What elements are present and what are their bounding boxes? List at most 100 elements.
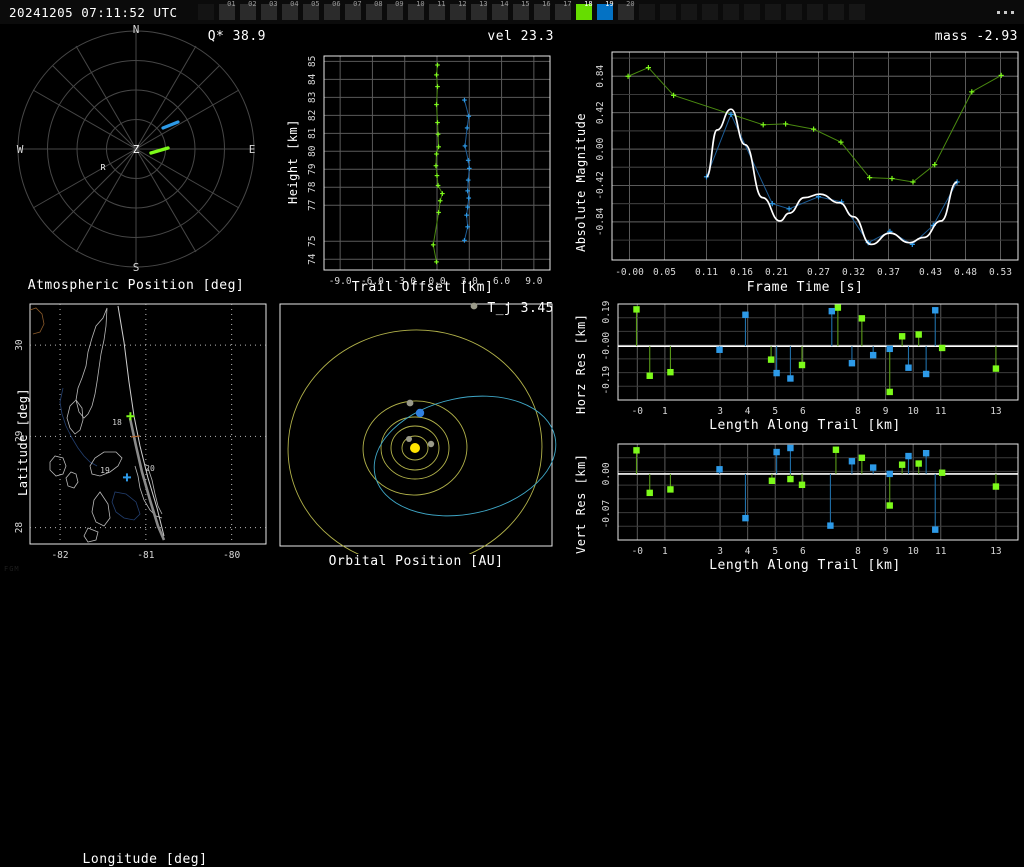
frame-thumbnail-28[interactable] <box>785 4 802 20</box>
axis-tick-label: 79 <box>307 163 318 175</box>
planet-earth <box>406 399 414 407</box>
frame-thumbnail-01[interactable]: 01 <box>218 0 236 20</box>
frame-thumbnail-30[interactable] <box>827 4 844 20</box>
station-id-label: 19 <box>100 466 110 475</box>
corner-watermark: FGM <box>4 565 20 573</box>
frame-thumbnail-26[interactable] <box>743 4 760 20</box>
residual-marker <box>932 307 939 314</box>
axis-tick-label: 8 <box>855 546 861 557</box>
planet-orbit-1 <box>390 425 440 471</box>
frame-thumbnail-19[interactable]: 19 <box>596 0 614 20</box>
frame-thumbnail-0[interactable] <box>197 4 214 20</box>
light-curve-plot[interactable]: -0.00 0.05 0.11 0.16 0.21 0.27 0.32 0.37 0.43 0.4… <box>560 24 1024 296</box>
frame-thumbnail-25[interactable] <box>722 4 739 20</box>
residual-marker <box>915 460 922 467</box>
frame-number-label: 03 <box>269 0 278 8</box>
vert-residual-plot[interactable]: -0 1 3 4 5 6 8 9 10 11 130.00-0.07 <box>560 436 1024 576</box>
axis-tick-label: 5 <box>772 546 778 557</box>
axis-tick-label: 11 <box>935 546 947 557</box>
axis-tick-label: 29 <box>14 430 25 442</box>
lc-xlabel: Frame Time [s] <box>746 280 864 295</box>
frame-thumbnail-29[interactable] <box>806 4 823 20</box>
axis-tick-label: 6 <box>800 406 806 417</box>
frame-thumbnail-20[interactable]: 20 <box>617 0 635 20</box>
meteoroid-marker <box>415 408 425 418</box>
frame-thumbnail-10[interactable]: 10 <box>407 1 425 20</box>
frame-number-label: 04 <box>290 0 299 8</box>
frame-thumbnail-22[interactable] <box>659 4 676 20</box>
residual-marker <box>886 470 893 478</box>
panel-orbital-position: T_j 3.45 Orbital Position [AU] <box>272 296 560 576</box>
frame-thumbnail-11[interactable]: 11 <box>428 1 446 20</box>
compass-south-label: S <box>133 261 140 274</box>
frame-thumbnail-03[interactable]: 03 <box>260 0 278 20</box>
frame-thumbnail-14[interactable]: 14 <box>491 0 509 20</box>
residual-marker <box>858 454 866 461</box>
axis-tick-label: 3.0 <box>461 276 478 287</box>
residual-marker <box>716 346 723 353</box>
frame-thumbnail-15[interactable]: 15 <box>512 1 530 20</box>
residual-marker <box>932 526 939 533</box>
orbit-xlabel: Orbital Position [AU] <box>328 554 504 569</box>
frame-number-label: 12 <box>458 0 467 8</box>
station-id-label: 20 <box>145 464 155 473</box>
frame-thumbnail-23[interactable] <box>680 4 697 20</box>
frame-thumbnail-07[interactable]: 07 <box>344 0 362 20</box>
sun-marker <box>410 443 420 453</box>
zenith-label: Z <box>133 143 140 156</box>
frame-number-label: 14 <box>500 0 509 8</box>
frame-number-label: 20 <box>626 0 635 8</box>
lc-ylabel: Absolute Magnitude <box>574 112 588 252</box>
ground-track-map[interactable]: 18 19 20 -82 -81 -80 30 29 28 <box>0 296 272 576</box>
frame-thumbnail-05[interactable]: 05 <box>302 0 320 20</box>
sky-polar-plot[interactable]: N S E W Z R <box>0 24 272 274</box>
residual-marker <box>828 307 835 315</box>
axis-tick-label: -0.84 <box>595 207 606 236</box>
top-toolbar: 20241205 07:11:52 UTC 01 02 03 04 05 06 07 08 09… <box>0 0 1024 24</box>
compass-west-label: W <box>17 143 24 156</box>
frame-thumbnail-09[interactable]: 09 <box>386 1 404 20</box>
frame-thumbnail-18[interactable]: 18 <box>575 1 593 20</box>
frame-thumbnail-16[interactable]: 16 <box>533 0 551 20</box>
frame-thumbnail-strip[interactable]: 01 02 03 04 05 06 07 08 09 10 11 12 13 14 15 16 17 18 19 20 <box>197 0 865 20</box>
frame-thumbnail-31[interactable] <box>848 4 865 20</box>
frame-number-label: 07 <box>353 0 362 8</box>
orbital-plot[interactable] <box>272 296 560 554</box>
axis-tick-label: 4 <box>745 406 751 417</box>
frame-thumbnail-12[interactable]: 12 <box>449 0 467 20</box>
frame-thumbnail-17[interactable]: 17 <box>554 1 572 20</box>
frame-number-label: 05 <box>311 0 320 8</box>
residual-marker <box>869 464 877 471</box>
residual-marker <box>798 361 806 369</box>
frame-thumbnail-06[interactable]: 06 <box>323 1 341 20</box>
horz-residual-plot[interactable]: -0 1 3 4 5 6 8 9 10 11 130.19-0.00-0.19 <box>560 296 1024 436</box>
frame-thumbnail-02[interactable]: 02 <box>239 0 257 20</box>
frame-number-label: 16 <box>542 0 551 8</box>
frame-thumbnail-13[interactable]: 13 <box>470 1 488 20</box>
frame-thumbnail-21[interactable] <box>638 4 655 20</box>
residual-marker <box>832 446 840 453</box>
frame-number-label: 02 <box>248 0 257 8</box>
overflow-menu-icon[interactable] <box>997 11 1014 14</box>
residual-marker <box>787 475 794 483</box>
track-station-18 <box>149 146 170 155</box>
frame-thumbnail-27[interactable] <box>764 4 781 20</box>
residual-marker <box>858 315 866 322</box>
frame-number-label: 01 <box>227 0 236 8</box>
residual-marker <box>848 360 856 367</box>
frame-thumbnail-24[interactable] <box>701 4 718 20</box>
panel-light-curve: mass -2.93 -0.00 0.05 0.11 0.16 0.21 0.27 0.32… <box>560 24 1024 296</box>
frame-thumbnail-04[interactable]: 04 <box>281 0 299 20</box>
panel-ground-map: 18 19 20 -82 -81 -80 30 29 28 Longitude [deg] La… <box>0 296 272 867</box>
map-ylabel: Latitude [deg] <box>16 387 30 496</box>
axis-tick-label: 75 <box>307 236 318 247</box>
coastline-path <box>75 307 108 419</box>
residual-marker <box>992 483 1000 490</box>
axis-tick-label: 0.48 <box>954 267 977 278</box>
trail-offset-plot[interactable]: -9.0 -6.0 -3.0 0.0 3.0 6.0 9.0 85 84 83 82 81 80 79 78… <box>272 24 560 296</box>
axis-tick-label: 13 <box>990 546 1001 557</box>
axis-tick-label: 81 <box>307 127 318 139</box>
vert-xlabel: Length Along Trail [km] <box>709 558 901 573</box>
frame-number-label: 19 <box>605 0 614 8</box>
frame-thumbnail-08[interactable]: 08 <box>365 1 383 20</box>
